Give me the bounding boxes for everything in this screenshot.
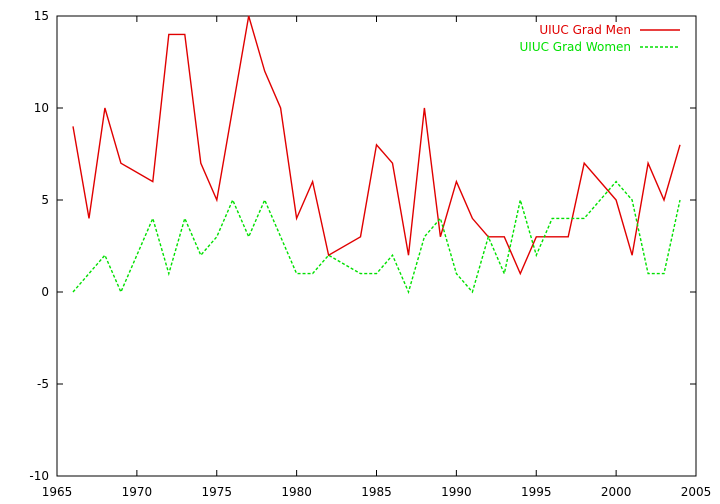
y-tick-label: 0 [41,285,49,299]
y-tick-label: -10 [29,469,49,483]
y-tick-label: 15 [34,9,49,23]
y-tick-label: 10 [34,101,49,115]
x-tick-label: 1980 [281,485,312,499]
x-tick-label: 2000 [601,485,632,499]
series-line-grad-men [72,15,681,276]
series-layer [72,15,681,295]
axes: 1965 1970 1975 1980 1985 1990 1995 2000 2005 -10 -… [29,9,711,499]
series-line-grad-women [72,180,681,295]
x-tick-label: 1965 [42,485,73,499]
x-tick-label: 1970 [122,485,153,499]
x-tick-label: 1995 [521,485,552,499]
x-tick-label: 1990 [441,485,472,499]
x-tick-label: 2005 [681,485,712,499]
y-tick-label: 5 [41,193,49,207]
x-tick-label: 1975 [201,485,232,499]
x-tick-label: 1985 [361,485,392,499]
legend: UIUC Grad Men UIUC Grad Women [520,23,680,54]
y-tick-label: -5 [37,377,49,391]
plot-frame [56,15,697,477]
legend-label: UIUC Grad Women [520,40,632,54]
legend-label: UIUC Grad Men [539,23,631,37]
